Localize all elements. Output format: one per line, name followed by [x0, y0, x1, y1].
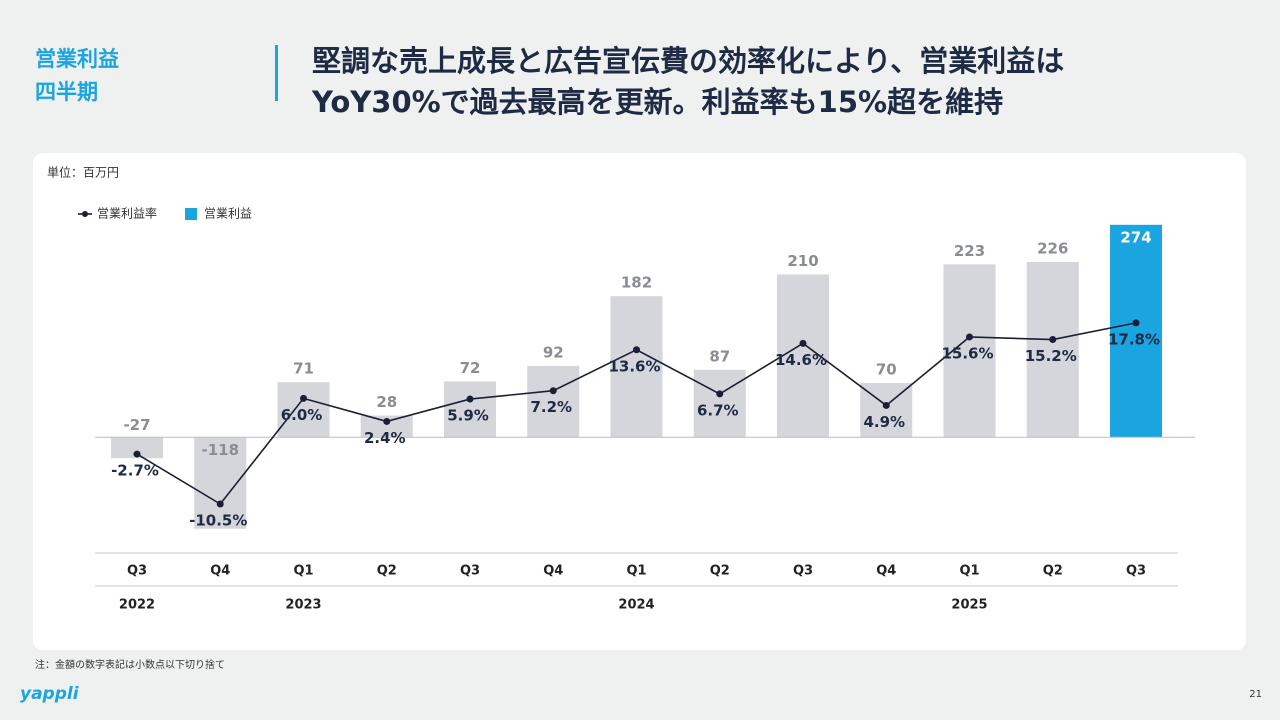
legend-label: 営業利益 — [204, 207, 252, 221]
line-point — [383, 417, 391, 425]
bar — [111, 437, 163, 459]
unit-label: 単位：百万円 — [47, 165, 119, 180]
line-point — [1049, 336, 1057, 344]
x-tick-label: Q1 — [293, 564, 313, 579]
x-tick-label: Q1 — [626, 564, 646, 579]
title: 堅調な売上成長と広告宣伝費の効率化により、営業利益は — [312, 44, 1064, 78]
bar-value-label: -118 — [201, 441, 239, 459]
legend-label: 営業利益率 — [97, 206, 157, 221]
year-label: 2025 — [951, 598, 987, 613]
bar — [1026, 262, 1079, 438]
bar — [360, 415, 413, 438]
chart: Q3 2022 Q4 Q1 2023 Q2 Q3 Q4 Q1 2024 Q2 Q3 Q4 Q1 2025 Q2… — [78, 206, 1195, 613]
line-value-label: 15.2% — [1025, 347, 1077, 365]
bar-value-label: 226 — [1037, 240, 1068, 258]
divider — [275, 45, 278, 101]
line-point — [882, 401, 890, 409]
x-tick-label: Q3 — [127, 564, 147, 579]
bar-value-label: 87 — [709, 347, 730, 365]
x-tick-label: Q4 — [543, 564, 563, 579]
line-point — [133, 450, 141, 458]
bar — [527, 365, 580, 438]
line-point — [1132, 319, 1140, 327]
line-value-label: 17.8% — [1108, 330, 1160, 348]
x-tick-label: Q3 — [793, 564, 813, 579]
x-tick-label: Q3 — [1126, 564, 1146, 579]
note: 注：金額の数字表記は小数点以下切り捨て — [35, 658, 225, 671]
line-point — [716, 390, 724, 398]
x-tick-label: Q1 — [959, 564, 979, 579]
line-value-label: 6.0% — [281, 406, 323, 424]
year-label: 2022 — [119, 598, 155, 613]
x-tick-label: Q2 — [1043, 564, 1063, 579]
bar-value-label: -27 — [123, 416, 150, 434]
line-point — [216, 500, 224, 508]
bar-value-label: 223 — [954, 242, 985, 260]
bar-value-label: 92 — [543, 343, 564, 361]
line-value-label: -2.7% — [111, 462, 159, 480]
line-point — [466, 395, 474, 403]
bar-value-label: 28 — [376, 393, 397, 411]
bar-value-label: 274 — [1120, 228, 1151, 246]
line-value-label: 13.6% — [608, 357, 660, 375]
section-label: 四半期 — [35, 80, 98, 104]
line-value-label: 7.2% — [530, 398, 572, 416]
logo: yappli — [20, 684, 80, 704]
bar-value-label: 71 — [293, 360, 314, 378]
bar — [1110, 224, 1162, 438]
legend-marker — [82, 211, 88, 217]
x-tick-label: Q2 — [377, 564, 397, 579]
x-tick-label: Q4 — [210, 564, 230, 579]
line-value-label: 5.9% — [447, 407, 489, 425]
legend-swatch — [185, 208, 198, 220]
line-value-label: 4.9% — [863, 413, 905, 431]
bar-value-label: 182 — [621, 274, 652, 292]
line-point — [966, 333, 973, 341]
year-label: 2024 — [618, 598, 654, 613]
section-label: 営業利益 — [35, 47, 119, 71]
bar-value-label: 72 — [460, 359, 481, 377]
bar — [277, 382, 330, 438]
title: YoY30%で過去最高を更新。利益率も15%超を維持 — [311, 85, 1003, 119]
line-value-label: 2.4% — [364, 429, 406, 447]
line-value-label: 15.6% — [941, 344, 993, 362]
bar-value-label: 70 — [876, 360, 897, 378]
bar — [444, 381, 496, 438]
bar — [610, 296, 663, 438]
line-point — [300, 394, 307, 402]
line-value-label: 6.7% — [697, 401, 739, 419]
line-point — [799, 339, 807, 347]
line-point — [549, 387, 557, 395]
bar — [693, 369, 746, 438]
line-value-label: -10.5% — [189, 512, 247, 530]
line-value-label: 14.6% — [775, 351, 827, 369]
x-tick-label: Q4 — [876, 564, 896, 579]
page-number: 21 — [1249, 689, 1262, 700]
bar-value-label: 210 — [787, 252, 818, 270]
year-label: 2023 — [285, 598, 321, 613]
x-tick-label: Q3 — [460, 564, 480, 579]
x-tick-label: Q2 — [710, 564, 730, 579]
line-point — [633, 346, 640, 354]
